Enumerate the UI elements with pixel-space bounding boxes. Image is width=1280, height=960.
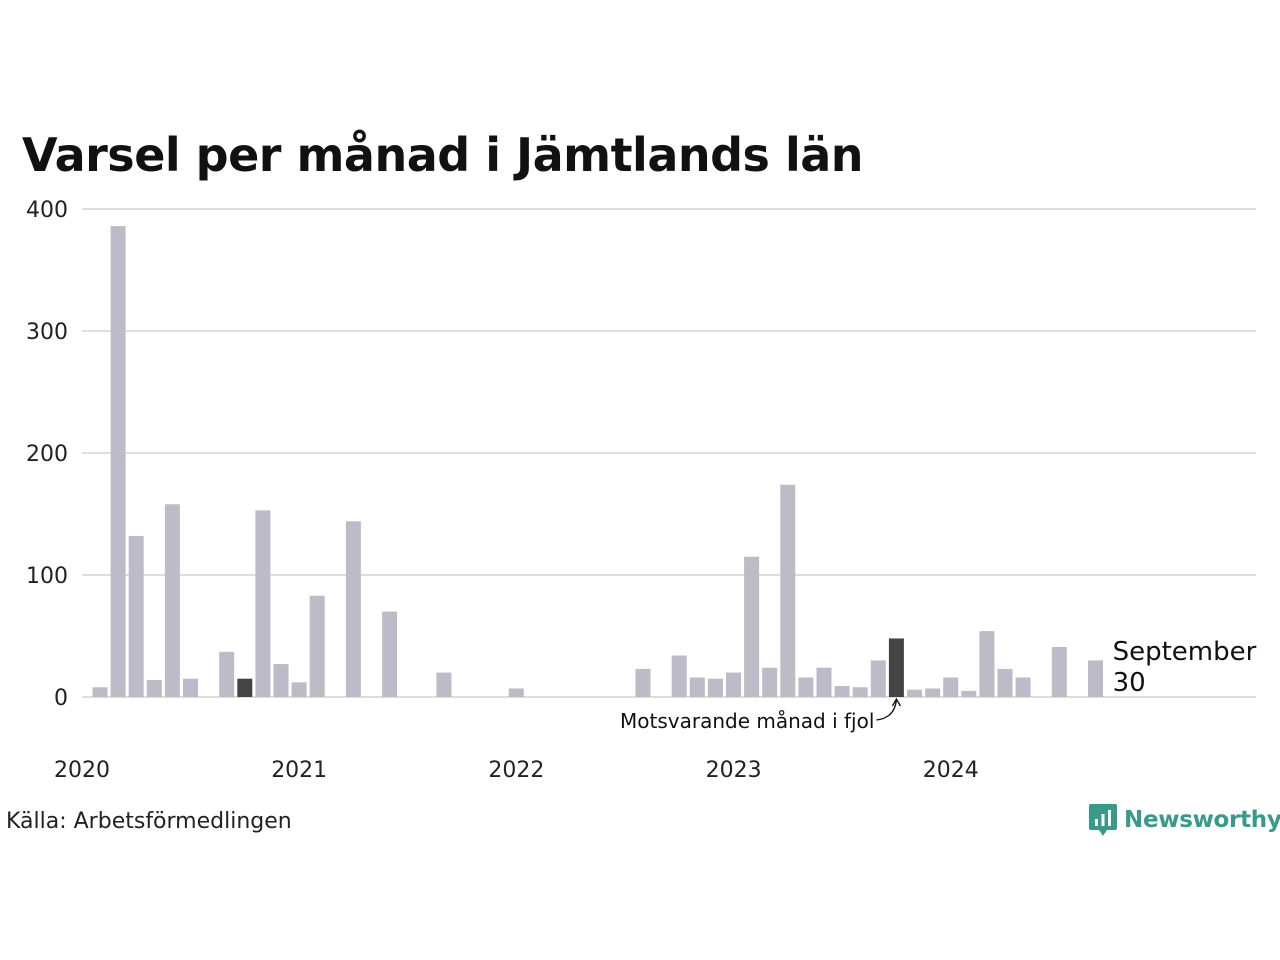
bar-2023-12 <box>943 677 959 697</box>
bar-2022-09 <box>671 655 687 697</box>
bar-2023-06 <box>834 686 850 697</box>
bar-2020-10 <box>255 510 271 697</box>
bar-2020-09 <box>237 678 253 697</box>
x-tick-label: 2022 <box>488 758 544 783</box>
bar-2020-03 <box>128 535 144 697</box>
prior-year-arrowhead <box>891 697 901 707</box>
bar-2022-10 <box>689 677 705 697</box>
bar-2021-08 <box>436 672 452 697</box>
bar-2020-08 <box>219 651 235 697</box>
x-tick-label: 2020 <box>54 758 110 783</box>
bar-2023-01 <box>744 556 760 697</box>
bar-2020-06 <box>183 678 198 697</box>
bar-2023-05 <box>816 667 832 697</box>
chart-title: Varsel per månad i Jämtlands län <box>22 128 864 182</box>
bar-2024-01 <box>961 690 977 697</box>
bars <box>92 226 1103 697</box>
x-tick-label: 2021 <box>271 758 327 783</box>
bar-2020-12 <box>291 682 307 697</box>
bar-2023-07 <box>852 687 868 697</box>
bar-2022-07 <box>635 668 651 697</box>
bar-2023-02 <box>762 667 778 697</box>
bar-2020-11 <box>273 664 289 697</box>
bar-2023-03 <box>780 484 796 697</box>
y-tick-label: 300 <box>26 320 68 345</box>
bar-2021-05 <box>382 611 398 697</box>
x-tick-label: 2024 <box>923 758 979 783</box>
prior-year-label: Motsvarande månad i fjol <box>620 709 874 733</box>
bar-2023-10 <box>907 689 922 697</box>
y-tick-label: 400 <box>26 198 68 223</box>
bar-2024-08 <box>1088 660 1103 697</box>
bar-2021-12 <box>508 688 524 697</box>
bar-2021-01 <box>309 595 325 697</box>
prior-year-arrow <box>876 699 898 721</box>
bar-2024-03 <box>997 668 1013 697</box>
bar-2023-08 <box>870 660 886 697</box>
x-tick-label: 2023 <box>706 758 762 783</box>
brand-name: Newsworthy <box>1124 807 1280 833</box>
bar-2023-04 <box>798 677 814 697</box>
bar-2024-02 <box>979 631 995 697</box>
brand-logo: Newsworthy <box>1088 802 1280 838</box>
source-note: Källa: Arbetsförmedlingen <box>6 809 292 834</box>
current-value-label: 30 <box>1113 668 1146 698</box>
bar-2020-01 <box>92 687 108 697</box>
bar-2021-03 <box>345 521 361 697</box>
bar-2023-09 <box>888 638 904 697</box>
y-tick-label: 100 <box>26 564 68 589</box>
bar-2020-02 <box>110 226 126 697</box>
x-axis-ticks: 2020 2021 2022 2023 2024 <box>54 758 979 783</box>
y-axis-ticks: 0 100 200 300 400 <box>26 198 68 711</box>
bar-2024-04 <box>1015 677 1031 697</box>
bar-2022-11 <box>707 678 723 697</box>
bar-2022-12 <box>726 672 741 697</box>
current-month-label: September <box>1113 637 1257 667</box>
bar-2023-11 <box>925 688 941 697</box>
newsworthy-logo-icon <box>1089 804 1117 836</box>
bar-2020-04 <box>146 679 162 697</box>
y-tick-label: 0 <box>54 686 68 711</box>
y-tick-label: 200 <box>26 442 68 467</box>
bar-2024-06 <box>1051 646 1067 697</box>
bar-2020-05 <box>164 504 180 697</box>
